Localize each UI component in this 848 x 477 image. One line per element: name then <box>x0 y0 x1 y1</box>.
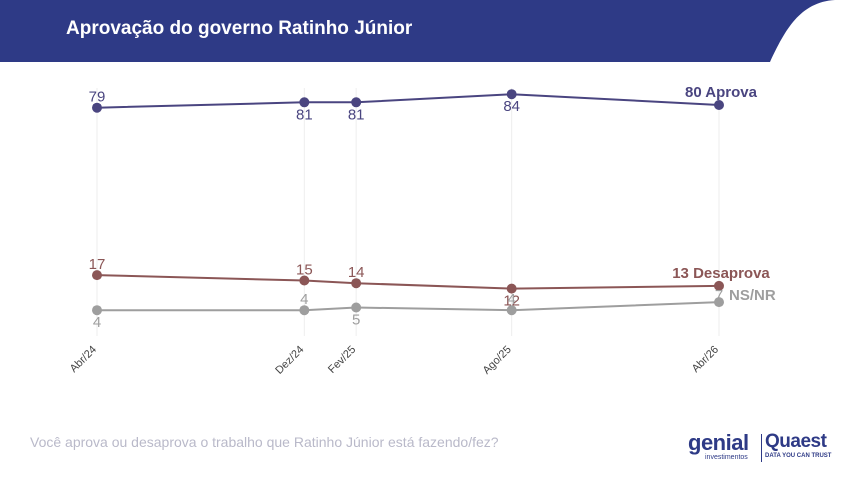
data-point <box>506 89 517 100</box>
data-label: 14 <box>348 264 365 281</box>
x-tick-label: Dez/24 <box>273 344 306 377</box>
data-point <box>351 302 362 313</box>
data-label: 84 <box>503 98 520 115</box>
brand-logos: genial investimentos Quaest DATA YOU CAN… <box>688 430 836 466</box>
data-point <box>351 97 362 108</box>
data-label: 4 <box>507 291 515 308</box>
data-point <box>92 270 102 281</box>
data-label: 81 <box>296 106 313 123</box>
series-line <box>96 93 720 109</box>
data-label: 4 <box>300 291 308 308</box>
data-point <box>299 275 310 286</box>
header-banner: Aprovação do governo Ratinho Júnior <box>0 0 848 62</box>
header-background <box>0 0 835 62</box>
page-title: Aprovação do governo Ratinho Júnior <box>66 18 413 39</box>
data-label: 17 <box>89 256 106 273</box>
data-point <box>299 305 310 316</box>
x-tick-label: Abr/26 <box>690 344 721 375</box>
survey-question: Você aprova ou desaprova o trabalho que … <box>30 434 499 450</box>
data-point <box>714 100 724 110</box>
genial-logo-subtitle: investimentos <box>705 454 748 461</box>
data-point <box>506 305 517 316</box>
data-label: 5 <box>352 312 360 329</box>
data-point <box>92 305 102 316</box>
series-end-label: NS/NR <box>729 287 776 304</box>
series-end-label: 13 Desaprova <box>672 265 770 282</box>
genial-logo: genial <box>688 430 749 455</box>
logo-divider <box>761 434 762 462</box>
data-label: 81 <box>348 106 365 123</box>
quaest-logo: Quaest <box>765 431 827 452</box>
data-label: 4 <box>93 314 101 331</box>
header-shape <box>0 0 835 62</box>
series-line <box>96 274 720 290</box>
series-line <box>97 301 720 312</box>
series-end-label: 80 Aprova <box>685 84 758 101</box>
data-label: 12 <box>503 293 520 310</box>
data-label: 15 <box>296 262 313 279</box>
data-label: 79 <box>89 89 106 106</box>
x-tick-label: Abr/24 <box>68 344 99 375</box>
x-tick-label: Ago/25 <box>481 344 514 377</box>
data-point <box>92 102 102 113</box>
data-point <box>506 283 517 294</box>
quaest-logo-subtitle: DATA YOU CAN TRUST <box>765 453 832 459</box>
data-point <box>351 278 362 289</box>
data-point <box>714 280 724 291</box>
data-point <box>714 297 724 308</box>
x-tick-label: Fev/25 <box>326 344 358 376</box>
data-label: 7 <box>715 287 723 304</box>
data-point <box>299 97 310 108</box>
